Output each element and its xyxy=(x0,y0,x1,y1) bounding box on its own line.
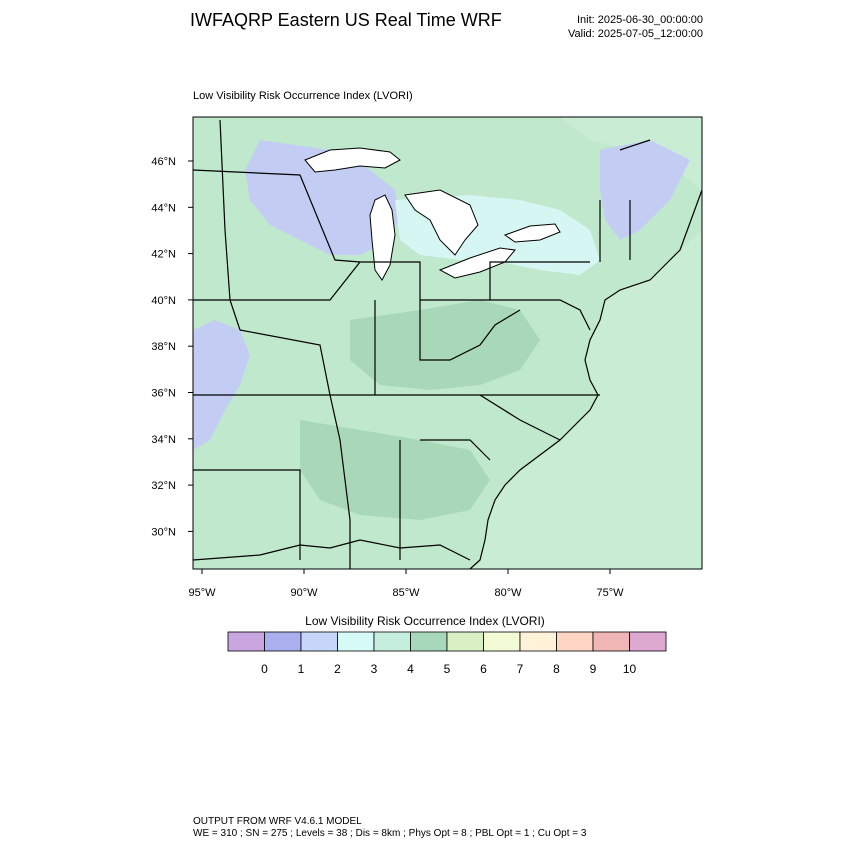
colorbar-box xyxy=(629,631,667,652)
plot-title: IWFAQRP Eastern US Real Time WRF xyxy=(190,10,502,30)
low-index-zone xyxy=(245,140,400,255)
colorbar-box xyxy=(264,631,302,652)
lake-ontario xyxy=(503,223,561,243)
gulf-coastline xyxy=(193,539,471,561)
colorbar-label: 0 xyxy=(261,662,268,676)
low-index-zone xyxy=(193,320,250,450)
colorbar-box xyxy=(446,631,484,652)
colorbar-box xyxy=(227,631,265,652)
lat-tick-label: 42°N xyxy=(151,249,176,261)
model-info: OUTPUT FROM WRF V4.6.1 MODEL WE = 310 ; … xyxy=(193,816,586,840)
valid-time: Valid: 2025-07-05_12:00:00 xyxy=(568,28,703,40)
colorbar-label: 1 xyxy=(298,662,305,676)
lake-huron xyxy=(404,189,479,256)
lon-tick-label: 85°W xyxy=(392,587,420,599)
colorbar-box xyxy=(410,631,448,652)
colorbar-box xyxy=(592,631,630,652)
higher-index-zone xyxy=(350,300,540,390)
lon-tick-label: 75°W xyxy=(596,587,624,599)
lat-tick-label: 40°N xyxy=(151,295,176,307)
colorbar-box xyxy=(337,631,375,652)
colorbar-label: 9 xyxy=(590,662,597,676)
lat-tick-label: 34°N xyxy=(151,434,176,446)
lon-tick-label: 90°W xyxy=(290,587,318,599)
lake-michigan xyxy=(369,194,396,281)
lat-tick-label: 30°N xyxy=(151,526,176,538)
colorbar-title: Low Visibility Risk Occurrence Index (LV… xyxy=(305,614,545,628)
coastline xyxy=(469,189,702,569)
colorbar-label: 3 xyxy=(371,662,378,676)
longitude-axis: 95°W 90°W 85°W 80°W 75°W xyxy=(188,569,624,599)
lon-tick-label: 80°W xyxy=(494,587,522,599)
colorbar-box xyxy=(519,631,557,652)
lake-erie xyxy=(438,247,516,279)
colorbar-label: 6 xyxy=(480,662,487,676)
colorbar-box xyxy=(556,631,594,652)
lat-tick-label: 46°N xyxy=(151,156,176,168)
colorbar-box xyxy=(483,631,521,652)
colorbar-label: 4 xyxy=(407,662,414,676)
lat-tick-label: 32°N xyxy=(151,480,176,492)
colorbar-label: 2 xyxy=(334,662,341,676)
lat-tick-label: 36°N xyxy=(151,388,176,400)
lat-tick-label: 38°N xyxy=(151,341,176,353)
map-plot-area xyxy=(193,117,702,569)
colorbar-label: 10 xyxy=(623,662,637,676)
map-subtitle: Low Visibility Risk Occurrence Index (LV… xyxy=(193,90,413,102)
colorbar-label: 7 xyxy=(517,662,524,676)
map-frame xyxy=(192,116,703,570)
colorbar-label: 8 xyxy=(553,662,560,676)
model-info-line2: WE = 310 ; SN = 275 ; Levels = 38 ; Dis … xyxy=(193,828,587,839)
model-info-line1: OUTPUT FROM WRF V4.6.1 MODEL xyxy=(193,816,362,827)
lon-tick-label: 95°W xyxy=(188,587,216,599)
init-time: Init: 2025-06-30_00:00:00 xyxy=(577,14,703,26)
state-borders xyxy=(193,119,651,569)
lat-tick-label: 44°N xyxy=(151,202,176,214)
colorbar-label: 5 xyxy=(444,662,451,676)
latitude-axis: 46°N 44°N 42°N 40°N 38°N 36°N 34°N 32°N 30°N xyxy=(151,156,193,538)
low-index-zone xyxy=(600,140,690,240)
init-valid-times: Init: 2025-06-30_00:00:00 Valid: 2025-07… xyxy=(520,13,703,41)
colorbar-box xyxy=(373,631,411,652)
colorbar-box xyxy=(300,631,338,652)
higher-index-zone xyxy=(300,420,490,520)
lake-superior xyxy=(304,147,401,173)
